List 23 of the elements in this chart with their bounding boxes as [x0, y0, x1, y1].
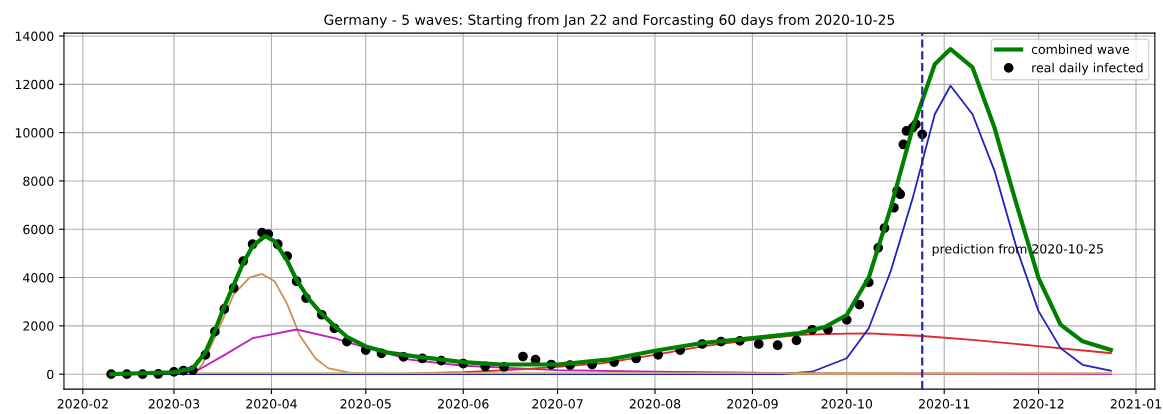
x-tick-label: 2020-12 [1013, 399, 1064, 409]
y-tick-label: 14000 [15, 31, 54, 41]
x-tick-label: 2020-10 [821, 399, 873, 409]
x-tick-label: 2020-11 [919, 399, 970, 409]
x-tick-label: 2020-08 [629, 399, 681, 409]
y-tick-label: 2000 [23, 321, 54, 331]
y-tick-label: 10000 [15, 128, 54, 138]
y-tick-label: 12000 [15, 79, 54, 90]
x-tick-label: 2020-07 [532, 399, 583, 409]
y-tick-label: 0 [47, 369, 54, 380]
x-tick-label: 2020-06 [438, 399, 489, 409]
x-tick-label: 2020-02 [57, 399, 108, 409]
legend-label: real daily infected [1032, 62, 1143, 75]
x-tick-label: 2020-05 [340, 399, 391, 409]
chart-title: Germany - 5 waves: Starting from Jan 22 and Forcasting 60 days from 2020-10-25 [324, 14, 895, 28]
x-tick-label: 2020-03 [148, 399, 200, 409]
legend-label: combined wave [1031, 44, 1130, 55]
y-tick-label: 4000 [23, 273, 54, 283]
y-tick-label: 8000 [23, 176, 54, 186]
x-tick-label: 2020-04 [246, 399, 297, 409]
x-tick-label: 2020-09 [727, 399, 778, 409]
y-tick-label: 6000 [23, 224, 54, 235]
x-tick-label: 2021-01 [1110, 399, 1161, 409]
